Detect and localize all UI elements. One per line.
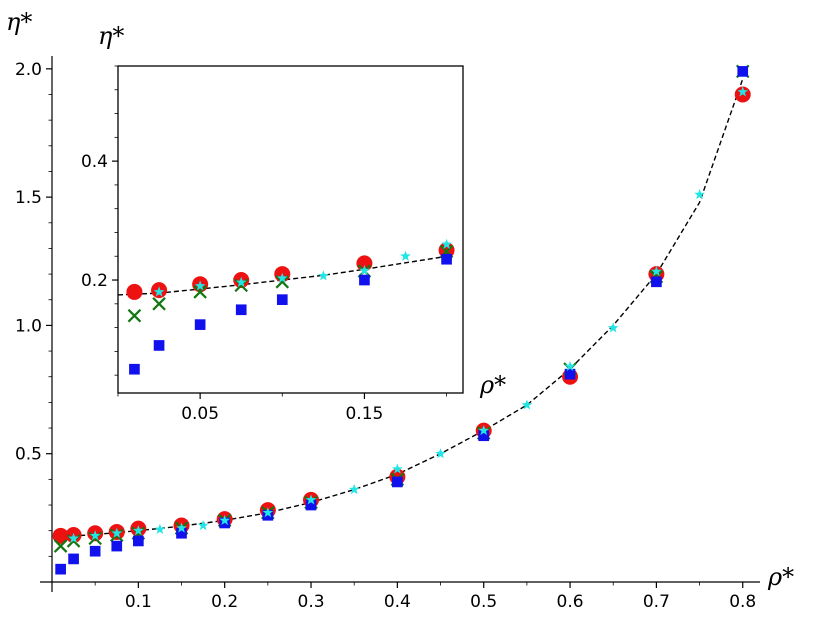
main-cyan-stars-point — [392, 463, 403, 474]
inset-green-crosses-point — [193, 285, 207, 299]
inset-blue-squares-point — [276, 294, 288, 305]
main-cyan-stars-point — [478, 425, 489, 436]
inset-red-circles-point — [126, 283, 143, 300]
main-cyan-stars-point — [68, 532, 79, 543]
main-blue-squares-point — [478, 430, 490, 442]
main-y-tick-label: 2.0 — [15, 60, 42, 80]
main-blue-squares-point — [737, 66, 749, 77]
main-cyan-stars-point — [435, 448, 446, 459]
inset-plot: 0.05 0.15 0.2 0.4 ρ* η* — [81, 22, 506, 424]
main-y-tick-label: 1.0 — [15, 316, 42, 336]
main-cyan-stars-point — [564, 360, 576, 371]
inset-cyan-stars-point — [153, 286, 165, 297]
inset-green-crosses-point — [127, 308, 142, 323]
inset-cyan-stars-point — [194, 280, 206, 291]
main-cyan-stars-point — [111, 527, 123, 538]
main-x-axis-label: ρ* — [767, 563, 794, 591]
main-red-circles-point — [52, 527, 69, 544]
main-x-tick-label: 0.3 — [298, 592, 325, 612]
inset-blue-squares-point — [129, 363, 140, 375]
inset-green-crosses-point — [152, 297, 166, 311]
inset-cyan-stars-point — [400, 250, 411, 261]
main-blue-squares-point — [68, 553, 79, 565]
main-cyan-stars-point — [197, 520, 209, 531]
main-x-tick-label: 0.6 — [557, 592, 584, 612]
main-blue-squares-point — [219, 517, 231, 529]
main-y-tick-label: 1.5 — [15, 188, 42, 208]
main-x-tick-label: 0.5 — [470, 592, 497, 612]
main-y-axis-label: η* — [6, 8, 32, 36]
main-cyan-stars-point — [133, 525, 144, 536]
main-y-tick-label: 0.5 — [15, 445, 42, 465]
inset-blue-squares-point — [235, 304, 247, 316]
main-blue-squares-point — [111, 540, 123, 552]
main-x-tick-label: 0.7 — [643, 592, 670, 612]
main-blue-squares-point — [262, 509, 274, 521]
main-x-tick-label: 0.4 — [384, 592, 411, 612]
main-cyan-stars-point — [89, 530, 101, 541]
inset-reference-curve — [117, 255, 447, 296]
main-cyan-stars-point — [154, 523, 166, 534]
main-cyan-stars-point — [737, 86, 749, 97]
inset-y-tick-label: 0.2 — [81, 271, 108, 291]
inset-x-tick-label: 0.05 — [181, 404, 219, 424]
main-green-crosses-point — [53, 539, 68, 553]
inset-x-tick-label: 0.15 — [345, 404, 383, 424]
main-cyan-stars-point — [521, 399, 533, 410]
inset-cyan-stars-point — [318, 270, 329, 281]
inset-cyan-stars-point — [235, 276, 247, 287]
main-plot: 0.1 0.2 0.3 0.4 0.5 0.6 0.7 0.8 0.5 1.0 1.5 2.0 ρ* η* — [6, 8, 794, 612]
main-cyan-stars-point — [176, 522, 187, 533]
main-cyan-stars-point — [607, 322, 619, 333]
inset-y-tick-label: 0.4 — [81, 152, 108, 172]
main-blue-squares-point — [392, 476, 403, 488]
main-x-tick-label: 0.2 — [211, 592, 238, 612]
main-blue-squares-point — [651, 276, 662, 288]
inset-cyan-stars-point — [441, 238, 452, 249]
main-blue-squares-point — [305, 499, 317, 511]
main-blue-squares-point — [176, 527, 187, 539]
main-blue-squares-point — [55, 563, 66, 575]
inset-green-crosses-point — [275, 275, 290, 289]
main-cyan-stars-point — [694, 189, 705, 200]
inset-blue-squares-point — [441, 253, 452, 265]
main-blue-squares-point — [89, 545, 101, 557]
main-blue-squares-point — [133, 535, 144, 547]
main-x-tick-label: 0.8 — [729, 592, 756, 612]
inset-y-axis-label: η* — [98, 22, 124, 50]
inset-blue-squares-point — [359, 274, 370, 286]
inset-cyan-stars-point — [359, 264, 370, 276]
main-cyan-stars-point — [305, 494, 317, 505]
inset-blue-squares-point — [153, 340, 165, 351]
main-cyan-stars-point — [262, 507, 274, 518]
main-cyan-stars-point — [651, 265, 662, 277]
main-cyan-stars-point — [219, 514, 230, 525]
main-x-tick-label: 0.1 — [125, 592, 152, 612]
main-blue-squares-point — [564, 368, 576, 380]
inset-cyan-stars-point — [277, 272, 288, 283]
inset-blue-squares-point — [194, 319, 206, 330]
inset-x-axis-label: ρ* — [479, 371, 506, 399]
inset-frame — [117, 65, 464, 394]
main-cyan-stars-point — [348, 484, 360, 495]
